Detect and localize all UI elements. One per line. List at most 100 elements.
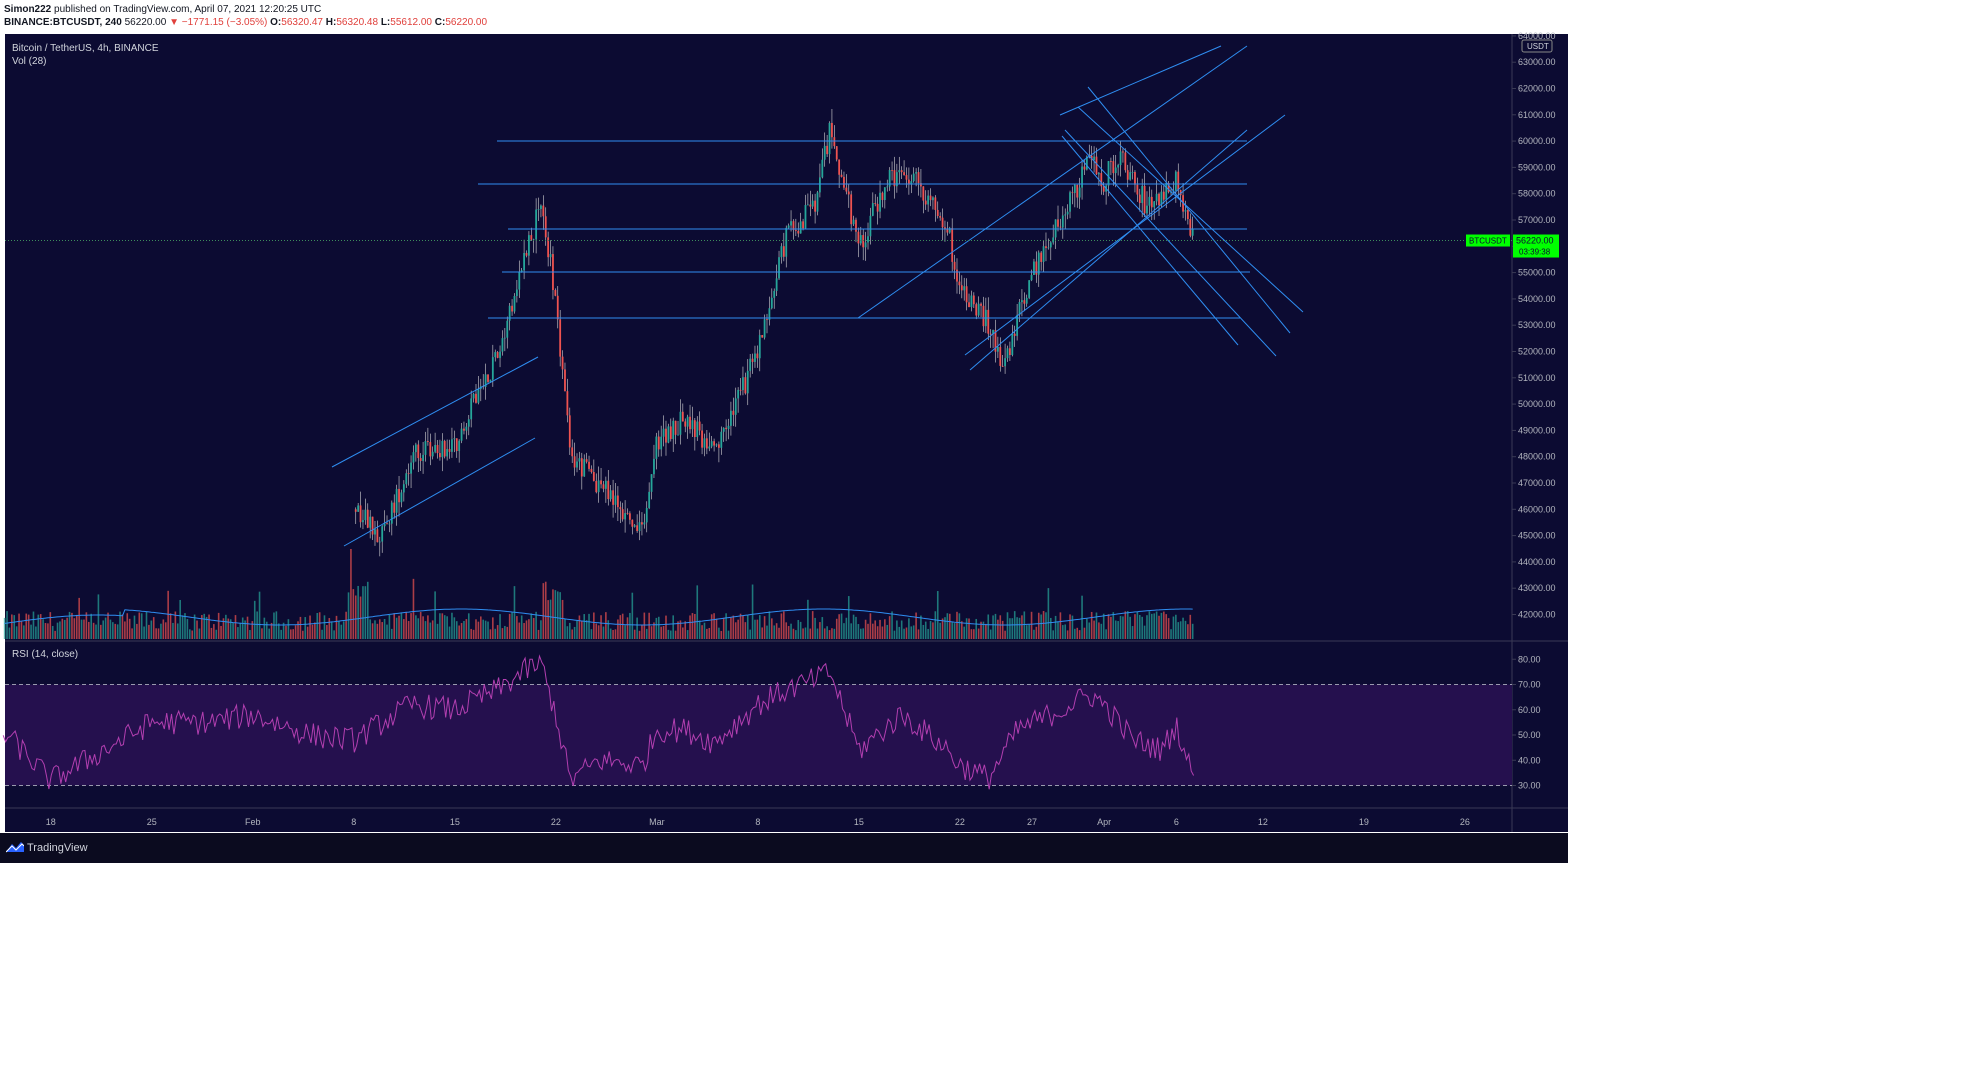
candle-body[interactable] [686,416,689,427]
candle-body[interactable] [496,352,499,358]
candle-body[interactable] [1095,156,1098,175]
tradingview-logo-icon[interactable] [6,841,24,853]
candle-body[interactable] [816,192,819,212]
candle-body[interactable] [638,522,641,532]
candle-body[interactable] [1179,190,1182,196]
candle-body[interactable] [708,446,711,449]
candle-body[interactable] [561,356,564,370]
trendline[interactable] [1059,45,1222,116]
candle-body[interactable] [1004,358,1006,367]
candle-body[interactable] [451,439,453,452]
candle-body[interactable] [501,338,504,352]
candle-body[interactable] [414,444,417,453]
candle-body[interactable] [725,427,728,430]
candle-body[interactable] [400,492,403,503]
trendline[interactable] [343,437,536,547]
candle-body[interactable] [592,472,595,481]
candle-body[interactable] [1146,205,1148,214]
candle-body[interactable] [1093,156,1095,161]
candle-body[interactable] [1158,193,1160,206]
candle-body[interactable] [838,159,841,175]
candle-body[interactable] [1040,252,1043,262]
candle-body[interactable] [734,398,737,415]
candle-body[interactable] [1021,300,1023,303]
candle-body[interactable] [778,257,780,279]
candle-body[interactable] [1122,151,1124,153]
candle-body[interactable] [881,192,884,201]
candle-body[interactable] [410,462,412,474]
candle-body[interactable] [828,122,831,155]
trendline[interactable] [1087,86,1291,334]
candle-body[interactable] [600,480,602,485]
candle-body[interactable] [364,509,367,521]
candle-body[interactable] [455,438,458,452]
candle-body[interactable] [446,449,449,457]
candle-body[interactable] [633,525,636,527]
candle-body[interactable] [1174,171,1177,191]
candle-body[interactable] [763,319,766,338]
candle-body[interactable] [1184,210,1187,212]
candle-body[interactable] [489,379,492,382]
candle-body[interactable] [713,441,715,446]
candle-body[interactable] [754,353,756,362]
candle-body[interactable] [376,529,379,543]
candle-body[interactable] [523,252,525,271]
candle-body[interactable] [585,459,588,462]
candle-body[interactable] [689,416,691,430]
candle-body[interactable] [1066,211,1069,215]
candle-body[interactable] [542,205,545,217]
candle-body[interactable] [1028,280,1031,298]
candle-body[interactable] [653,458,655,475]
trendline[interactable] [1061,135,1239,346]
candle-body[interactable] [710,441,713,447]
candle-body[interactable] [609,490,612,500]
candle-body[interactable] [556,295,559,320]
candle-body[interactable] [1162,191,1165,200]
candle-body[interactable] [417,444,420,459]
candle-body[interactable] [994,330,997,352]
candle-body[interactable] [564,369,566,392]
candle-body[interactable] [1081,166,1083,188]
candle-body[interactable] [855,219,857,232]
candle-body[interactable] [751,358,754,362]
candle-body[interactable] [407,473,410,475]
trendline[interactable] [1064,129,1277,357]
candle-body[interactable] [1191,229,1194,236]
candle-body[interactable] [535,209,538,240]
candle-body[interactable] [773,290,776,298]
candle-body[interactable] [1100,173,1103,187]
candle-body[interactable] [1177,171,1180,191]
candle-body[interactable] [987,309,990,334]
candle-body[interactable] [458,440,461,452]
candle-body[interactable] [737,389,740,399]
candle-body[interactable] [679,411,682,435]
candle-body[interactable] [1112,161,1115,174]
candle-body[interactable] [888,169,891,187]
candle-body[interactable] [631,519,634,527]
candle-body[interactable] [547,237,550,258]
candle-body[interactable] [895,172,898,187]
candle-body[interactable] [792,221,795,230]
candle-body[interactable] [1117,165,1120,168]
candle-body[interactable] [612,490,614,505]
candle-body[interactable] [948,228,951,233]
candle-body[interactable] [1013,333,1016,336]
candle-body[interactable] [826,145,829,155]
candle-body[interactable] [1064,214,1067,216]
candle-body[interactable] [857,231,860,244]
candle-body[interactable] [508,305,511,321]
candle-body[interactable] [891,169,893,171]
candle-body[interactable] [436,444,439,454]
candle-body[interactable] [717,444,720,448]
candle-body[interactable] [515,289,518,296]
candle-body[interactable] [811,200,814,207]
candle-body[interactable] [378,541,381,543]
candle-body[interactable] [602,484,605,489]
candle-body[interactable] [1047,247,1050,249]
candle-body[interactable] [970,295,973,308]
candle-body[interactable] [657,436,660,450]
candle-body[interactable] [787,225,790,228]
candle-body[interactable] [677,434,679,436]
candle-body[interactable] [571,447,574,457]
candle-body[interactable] [1110,161,1112,162]
